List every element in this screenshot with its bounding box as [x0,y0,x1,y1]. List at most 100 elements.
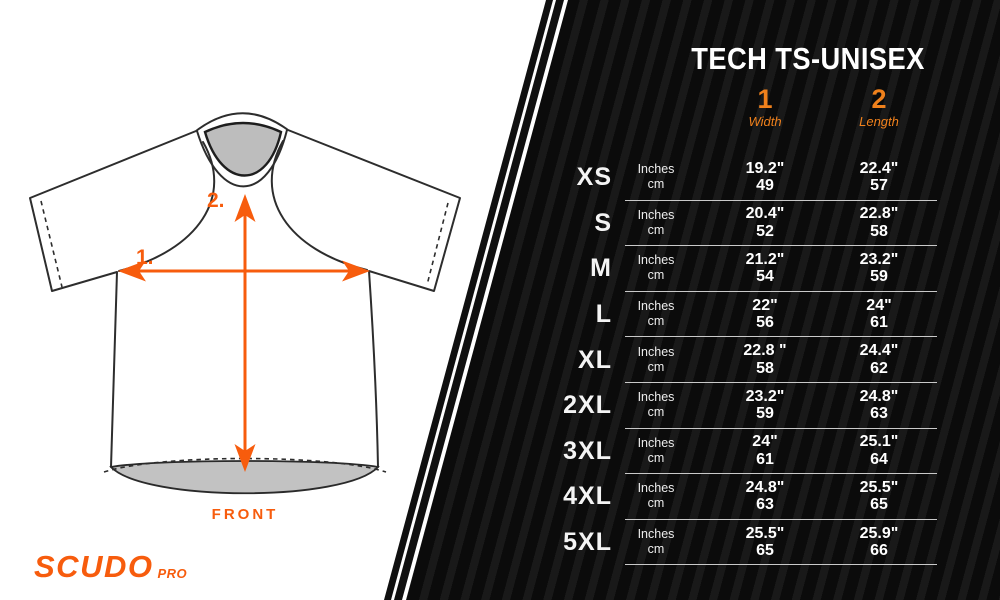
size-label: XL [578,345,612,374]
width-arrowhead-right [342,260,370,282]
table-row: 3XL Inches cm 24" 61 25.1" 64 [500,429,937,475]
row-measurements: Inches cm 24.8" 63 25.5" 65 [625,474,937,520]
cuff-stitch-right [426,202,449,286]
column-number-2: 2 [871,84,887,114]
column-header-length: 2 Length [815,84,943,130]
length-cm-value: 59 [870,268,888,286]
length-cm-value: 66 [870,542,888,560]
width-values: 22" 56 [687,297,843,332]
width-cm-value: 54 [756,268,774,286]
unit-labels: Inches cm [625,345,687,375]
size-label: S [594,208,612,237]
unit-labels: Inches cm [625,481,687,511]
length-inches-value: 24" [866,296,892,314]
size-label: 3XL [563,436,612,465]
length-inches-value: 24.4" [859,342,899,360]
length-inches-value: 25.5" [859,478,899,496]
unit-inches-label: Inches [637,527,675,542]
width-cm-value: 65 [756,542,774,560]
front-label: FRONT [211,506,279,523]
length-cm-value: 62 [870,359,888,377]
unit-cm-label: cm [647,496,665,511]
table-row: L Inches cm 22" 56 24" 61 [500,292,937,338]
width-inches-value: 20.4" [745,205,785,223]
table-row: M Inches cm 21.2" 54 23.2" 59 [500,246,937,292]
column-number-1: 1 [757,84,773,114]
size-label: 2XL [563,391,612,420]
unit-labels: Inches cm [625,390,687,420]
unit-cm-label: cm [647,542,665,557]
length-values: 25.5" 65 [843,479,915,514]
unit-labels: Inches cm [625,436,687,466]
length-values: 24.8" 63 [843,388,915,423]
width-cm-value: 52 [756,222,774,240]
unit-inches-label: Inches [637,390,675,405]
width-values: 23.2" 59 [687,388,843,423]
column-header-width: 1 Width [687,84,843,130]
size-label: XS [576,163,612,192]
unit-labels: Inches cm [625,253,687,283]
unit-inches-label: Inches [637,162,675,177]
unit-labels: Inches cm [625,208,687,238]
width-cm-value: 63 [756,496,774,514]
length-inches-value: 22.4" [859,159,899,177]
width-values: 24" 61 [687,433,843,468]
tshirt-diagram [29,112,461,495]
column-label-length: Length [859,114,899,129]
length-cm-value: 63 [870,405,888,423]
length-values: 24" 61 [843,297,915,332]
length-cm-value: 57 [870,177,888,195]
unit-labels: Inches cm [625,527,687,557]
row-measurements: Inches cm 20.4" 52 22.8" 58 [625,201,937,247]
hem-stitch-line [103,457,387,473]
unit-inches-label: Inches [637,207,675,222]
length-inches-value: 22.8" [859,205,899,223]
size-label: L [595,300,612,329]
length-values: 23.2" 59 [843,251,915,286]
length-inches-value: 23.2" [859,250,899,268]
width-inches-value: 24.8" [745,478,785,496]
length-arrowhead-bottom [234,444,256,472]
length-marker-label: 2. [207,189,225,212]
unit-cm-label: cm [647,405,665,420]
width-cm-value: 49 [756,177,774,195]
unit-labels: Inches cm [625,162,687,192]
width-values: 19.2" 49 [687,160,843,195]
hem-shading [109,460,380,495]
width-inches-value: 21.2" [745,250,785,268]
row-measurements: Inches cm 23.2" 59 24.8" 63 [625,383,937,429]
length-inches-value: 24.8" [859,387,899,405]
unit-inches-label: Inches [637,253,675,268]
row-measurements: Inches cm 21.2" 54 23.2" 59 [625,246,937,292]
width-cm-value: 61 [756,450,774,468]
unit-cm-label: cm [647,359,665,374]
width-inches-value: 25.5" [745,524,785,542]
length-inches-value: 25.9" [859,524,899,542]
width-values: 24.8" 63 [687,479,843,514]
table-row: 5XL Inches cm 25.5" 65 25.9" 66 [500,520,937,566]
length-cm-value: 61 [870,314,888,332]
unit-inches-label: Inches [637,435,675,450]
length-cm-value: 64 [870,450,888,468]
length-values: 22.4" 57 [843,160,915,195]
unit-labels: Inches cm [625,299,687,329]
row-measurements: Inches cm 25.5" 65 25.9" 66 [625,520,937,566]
collar-band-edge [196,129,288,188]
width-inches-value: 24" [752,433,778,451]
length-values: 25.1" 64 [843,433,915,468]
width-values: 25.5" 65 [687,525,843,560]
length-values: 22.8" 58 [843,205,915,240]
table-row: XS Inches cm 19.2" 49 22.4" 57 [500,155,937,201]
width-cm-value: 58 [756,359,774,377]
table-row: XL Inches cm 22.8 " 58 24.4" 62 [500,337,937,383]
unit-cm-label: cm [647,450,665,465]
length-cm-value: 65 [870,496,888,514]
width-values: 21.2" 54 [687,251,843,286]
unit-cm-label: cm [647,268,665,283]
size-label: 4XL [563,482,612,511]
neck-opening [203,121,283,177]
unit-inches-label: Inches [637,299,675,314]
length-cm-value: 58 [870,222,888,240]
length-arrowhead-top [234,194,256,222]
